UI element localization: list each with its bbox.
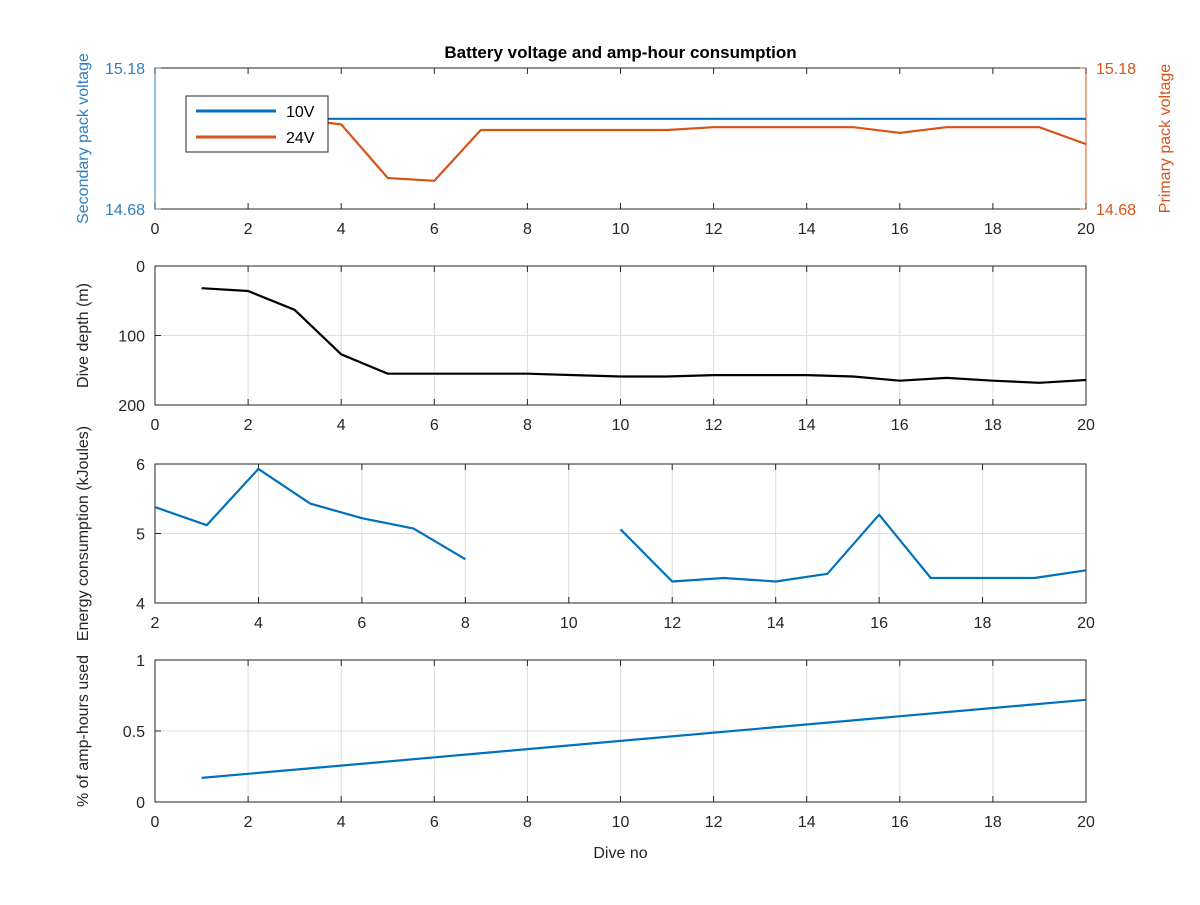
- y-axis-label: % of amp-hours used: [75, 655, 92, 807]
- x-tick-label: 2: [244, 221, 253, 238]
- x-tick-label: 12: [705, 814, 723, 831]
- x-tick-label: 2: [151, 615, 160, 632]
- subplot-4: 0 2 4 6 8 10 12 14 16 18 20 0 0.5 1 % of amp-hours use…: [75, 653, 1095, 862]
- y-tick-label: 6: [136, 457, 145, 474]
- x-tick-label: 8: [461, 615, 470, 632]
- x-tick-label: 16: [870, 615, 888, 632]
- y-axis-label: Secondary pack voltage: [75, 53, 92, 224]
- y-tick-label: 15.18: [105, 61, 145, 78]
- x-tick-label: 16: [891, 221, 909, 238]
- y-tick-label: 1: [136, 653, 145, 670]
- series-line-24V: [201, 117, 1087, 182]
- x-tick-label: 16: [891, 814, 909, 831]
- chart-title: Battery voltage and amp-hour consumption: [444, 43, 796, 62]
- x-tick-label: 10: [612, 221, 630, 238]
- x-tick-label: 8: [523, 417, 532, 434]
- right-y-tick-label: 15.18: [1096, 61, 1136, 78]
- subplot-1: 0 2 4 6 8 10 12 14 16 18 2014.6815.1814.6815.18Sec…: [75, 43, 1174, 238]
- x-tick-label: 0: [151, 221, 160, 238]
- legend-label: 10V: [286, 104, 315, 121]
- x-tick-label: 4: [337, 221, 346, 238]
- x-tick-label: 0: [151, 417, 160, 434]
- legend-box: [185, 95, 329, 153]
- x-tick-label: 8: [523, 221, 532, 238]
- x-tick-label: 14: [798, 221, 816, 238]
- x-tick-label: 6: [357, 615, 366, 632]
- x-tick-label: 10: [612, 814, 630, 831]
- right-y-tick-label: 14.68: [1096, 202, 1136, 219]
- x-tick-label: 0: [151, 814, 160, 831]
- x-tick-label: 20: [1077, 221, 1095, 238]
- x-tick-label: 10: [612, 417, 630, 434]
- right-y-axis-label: Primary pack voltage: [1157, 64, 1174, 213]
- x-tick-label: 18: [984, 221, 1002, 238]
- series-line-series-1: [201, 287, 1087, 384]
- x-tick-label: 4: [337, 417, 346, 434]
- x-tick-label: 20: [1077, 615, 1095, 632]
- x-tick-label: 2: [244, 814, 253, 831]
- x-tick-label: 8: [523, 814, 532, 831]
- x-tick-label: 14: [798, 814, 816, 831]
- x-tick-label: 14: [798, 417, 816, 434]
- x-tick-label: 20: [1077, 417, 1095, 434]
- x-tick-label: 20: [1077, 814, 1095, 831]
- x-tick-label: 4: [254, 615, 263, 632]
- y-tick-label: 4: [136, 596, 145, 613]
- y-tick-label: 0.5: [123, 724, 145, 741]
- x-tick-label: 6: [430, 221, 439, 238]
- series-line-series-1: [619, 513, 1087, 583]
- x-tick-label: 10: [560, 615, 578, 632]
- x-tick-label: 6: [430, 417, 439, 434]
- x-tick-label: 16: [891, 417, 909, 434]
- series-line-series-1: [154, 467, 466, 561]
- x-tick-label: 18: [984, 417, 1002, 434]
- y-axis-label: Energy consumption (kJoules): [75, 426, 92, 641]
- x-tick-label: 12: [705, 417, 723, 434]
- x-axis-label: Dive no: [593, 845, 647, 862]
- y-tick-label: 5: [136, 527, 145, 544]
- x-tick-label: 18: [974, 615, 992, 632]
- series-line-series-1: [201, 698, 1087, 779]
- y-tick-label: 100: [118, 329, 145, 346]
- x-tick-label: 6: [430, 814, 439, 831]
- x-tick-label: 18: [984, 814, 1002, 831]
- y-tick-label: 0: [136, 259, 145, 276]
- x-tick-label: 12: [663, 615, 681, 632]
- y-tick-label: 14.68: [105, 202, 145, 219]
- x-tick-label: 2: [244, 417, 253, 434]
- y-tick-label: 0: [136, 795, 145, 812]
- x-tick-label: 4: [337, 814, 346, 831]
- legend: 10V 24V: [185, 95, 329, 153]
- y-tick-label: 200: [118, 398, 145, 415]
- legend-label: 24V: [286, 130, 315, 147]
- x-tick-label: 14: [767, 615, 785, 632]
- x-tick-label: 12: [705, 221, 723, 238]
- y-axis-label: Dive depth (m): [75, 283, 92, 388]
